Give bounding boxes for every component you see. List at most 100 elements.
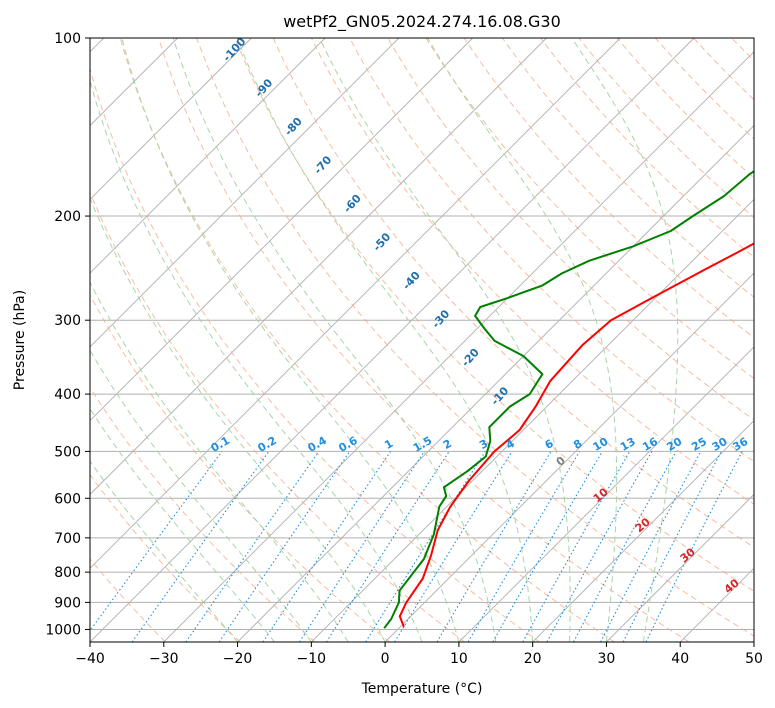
x-tick-label: 40 (671, 651, 689, 667)
x-tick-label: −30 (149, 651, 179, 667)
y-axis-label: Pressure (hPa) (12, 290, 28, 390)
moist-adiabat-line (319, 38, 571, 642)
dry-adiabat-line (387, 38, 754, 421)
dry-adiabat-line (90, 473, 241, 642)
dry-adiabat-line (463, 38, 754, 339)
isotherm-line (311, 198, 754, 642)
isotherm-line (90, 38, 400, 348)
x-tick-label: 10 (450, 651, 468, 667)
moist-adiabat-line (571, 38, 679, 642)
y-tick-label: 900 (54, 595, 81, 611)
x-tick-label: −10 (297, 651, 327, 667)
dry-adiabat-label: -90 (252, 76, 275, 100)
dry-adiabat-label: -70 (311, 153, 334, 177)
x-tick-label: −40 (75, 651, 105, 667)
dry-adiabat-label: -100 (220, 35, 248, 64)
isotherm-line (606, 493, 754, 642)
isotherm-line (163, 51, 754, 642)
dry-adiabat-line (119, 38, 615, 642)
mixing-ratio-line (262, 451, 392, 642)
mixing-ratio-line (131, 451, 270, 642)
dry-adiabat-label: -20 (459, 346, 482, 370)
isotherm-line (237, 124, 754, 642)
dry-adiabat-label: -40 (400, 269, 423, 293)
moist-adiabat-line (90, 460, 238, 642)
y-tick-label: 200 (54, 209, 81, 225)
x-tick-label: 20 (524, 651, 542, 667)
isotherm-line (532, 420, 754, 642)
isotherm-line (90, 38, 547, 496)
isotherm-line (90, 38, 473, 422)
dry-adiabat-line (693, 38, 754, 101)
moist-adiabat-line (90, 281, 349, 642)
y-tick-label: 100 (54, 31, 81, 47)
mixing-ratio-line (645, 451, 743, 642)
dry-adiabat-line (234, 38, 754, 592)
dewpoint-line (383, 170, 754, 629)
mixing-ratio-line (90, 451, 223, 632)
y-tick-label: 800 (54, 565, 81, 581)
dry-adiabat-line (731, 38, 754, 62)
mixing-ratio-line (325, 451, 450, 642)
mixing-ratio-label: 1 (382, 437, 395, 452)
moist-adiabat-line (121, 38, 460, 642)
x-tick-label: 30 (598, 651, 616, 667)
mixing-ratio-line (573, 451, 677, 642)
dry-adiabat-line (349, 38, 754, 463)
moist-adiabat-line (427, 38, 618, 642)
chart-title: wetPf2_GN05.2024.274.16.08.G30 (283, 12, 561, 32)
mixing-ratio-line (546, 451, 653, 642)
dry-adiabat-line (90, 386, 316, 642)
dry-adiabat-line (196, 38, 754, 637)
mixing-ratio-line (218, 451, 351, 642)
dry-adiabat-line (158, 38, 690, 642)
isotherm-line (90, 38, 326, 274)
y-tick-label: 1000 (45, 622, 81, 638)
moist-adiabat-label: 30 (678, 545, 698, 565)
x-tick-label: 50 (745, 651, 763, 667)
isotherm-line (90, 38, 252, 200)
isotherm-line (384, 272, 754, 642)
temperature-line (398, 242, 754, 628)
moist-adiabat-line (90, 78, 423, 642)
moist-adiabat-line (90, 407, 275, 642)
mixing-ratio-label: 4 (504, 437, 517, 452)
y-tick-label: 600 (54, 491, 81, 507)
dry-adiabat-label: -50 (370, 230, 393, 254)
mixing-ratio-label: 6 (543, 437, 556, 452)
isotherm-line (90, 38, 695, 642)
moist-adiabat-label: 40 (722, 576, 742, 596)
mixing-ratio-line (467, 451, 581, 642)
dry-adiabat-line (272, 38, 754, 548)
dry-adiabat-line (90, 67, 540, 642)
isotherm-line (458, 346, 754, 642)
dry-adiabat-label: -30 (429, 307, 452, 331)
isotherm-line (753, 641, 754, 642)
plot-frame (89, 37, 755, 643)
dry-adiabat-line (90, 293, 391, 642)
dry-adiabat-line (770, 38, 775, 642)
x-axis-label: Temperature (°C) (361, 681, 483, 697)
mixing-ratio-line (185, 451, 320, 642)
moist-adiabat-label: 10 (591, 485, 611, 505)
mixing-ratio-line (299, 451, 425, 642)
moist-adiabat-line (172, 38, 497, 642)
mixing-ratio-line (622, 451, 722, 642)
mixing-ratio-line (394, 451, 513, 642)
dry-adiabat-line (501, 38, 754, 298)
dry-adiabat-line (310, 38, 754, 505)
y-tick-label: 300 (54, 313, 81, 329)
y-tick-label: 500 (54, 444, 81, 460)
dry-adiabat-line (654, 38, 754, 140)
dry-adiabat-label: -60 (341, 192, 364, 216)
x-tick-label: −20 (223, 651, 253, 667)
moist-adiabat-line (236, 38, 534, 642)
moist-adiabat-line (90, 196, 386, 642)
y-tick-label: 400 (54, 387, 81, 403)
mixing-ratio-label: 2 (441, 437, 454, 452)
mixing-ratio-line (522, 451, 631, 642)
y-tick-label: 700 (54, 531, 81, 547)
moist-adiabat-line (90, 349, 312, 642)
x-tick-label: 0 (381, 651, 390, 667)
